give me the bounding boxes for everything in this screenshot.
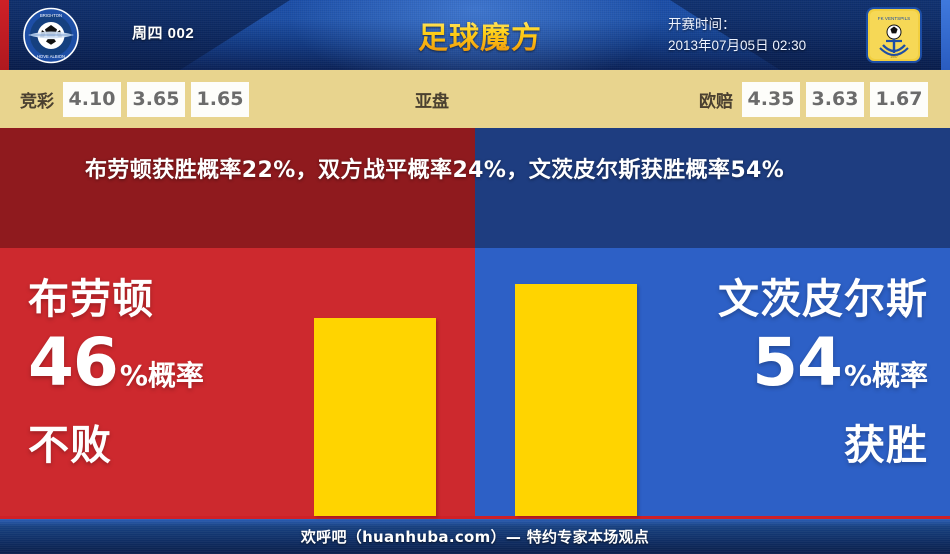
away-team-summary: 文茨皮尔斯 54%概率 获胜: [628, 272, 928, 473]
away-probability-row: 54%概率: [628, 326, 928, 417]
euro-odds-group: 欧赔 4.35 3.63 1.67: [699, 81, 928, 117]
jingcai-odds-group: 竞彩 4.10 3.65 1.65: [20, 81, 249, 117]
match-number: 周四 002: [132, 25, 195, 42]
probability-headline: 布劳顿获胜概率22%，双方战平概率24%，文茨皮尔斯获胜概率54%: [85, 158, 785, 183]
probability-bar-away: [515, 284, 637, 516]
home-team-summary: 布劳顿 46%概率 不败: [28, 272, 298, 473]
asian-handicap-label: 亚盘: [415, 91, 449, 112]
home-probability-row: 46%概率: [28, 326, 298, 417]
home-team-name: 布劳顿: [28, 275, 154, 323]
home-probability-number: 46: [28, 324, 119, 401]
header-left-red-strip: [0, 0, 9, 70]
odds-bar: 竞彩 4.10 3.65 1.65 亚盘 欧赔 4.35 3.63 1.67: [0, 70, 950, 128]
header-right-blue-strip: [941, 0, 950, 70]
euro-odd-home[interactable]: 4.35: [742, 81, 800, 117]
svg-text:BRIGHTON: BRIGHTON: [40, 13, 62, 18]
svg-text:HOVE ALBION: HOVE ALBION: [37, 54, 65, 59]
euro-label: 欧赔: [699, 91, 733, 112]
jingcai-label: 竞彩: [20, 91, 54, 112]
headline-panel-home: [0, 128, 475, 248]
home-probability-suffix: %概率: [119, 359, 204, 392]
jingcai-odd-away[interactable]: 1.65: [191, 81, 249, 117]
probability-bar-home: [314, 318, 436, 516]
kickoff-time: 开赛时间： 2013年07月05日 02:30: [668, 14, 806, 56]
svg-text:FK VENTSPILS: FK VENTSPILS: [878, 16, 910, 21]
euro-odd-away[interactable]: 1.67: [870, 81, 928, 117]
footer-credit: 欢呼吧（huanhuba.com）— 特约专家本场观点: [300, 528, 650, 546]
away-probability-number: 54: [752, 324, 843, 401]
euro-odd-draw[interactable]: 3.63: [806, 81, 864, 117]
ventspils-club-badge: FK VENTSPILS 1997: [866, 7, 922, 63]
jingcai-odd-home[interactable]: 4.10: [63, 81, 121, 117]
headline-panel-away: [475, 128, 950, 248]
away-outcome-label: 获胜: [844, 421, 928, 469]
home-outcome-label: 不败: [28, 421, 112, 469]
footer-texture: [0, 519, 950, 554]
kickoff-label: 开赛时间：: [668, 17, 736, 32]
brighton-club-badge: BRIGHTON HOVE ALBION: [22, 7, 80, 64]
site-logo: 足球魔方: [395, 0, 565, 70]
site-logo-text: 足球魔方: [418, 13, 542, 57]
kickoff-value: 2013年07月05日 02:30: [668, 38, 807, 53]
away-team-name: 文茨皮尔斯: [718, 275, 928, 323]
svg-text:1997: 1997: [890, 55, 898, 59]
footer-bar: 欢呼吧（huanhuba.com）— 特约专家本场观点: [0, 516, 950, 554]
jingcai-odd-draw[interactable]: 3.65: [127, 81, 185, 117]
away-probability-suffix: %概率: [843, 359, 928, 392]
